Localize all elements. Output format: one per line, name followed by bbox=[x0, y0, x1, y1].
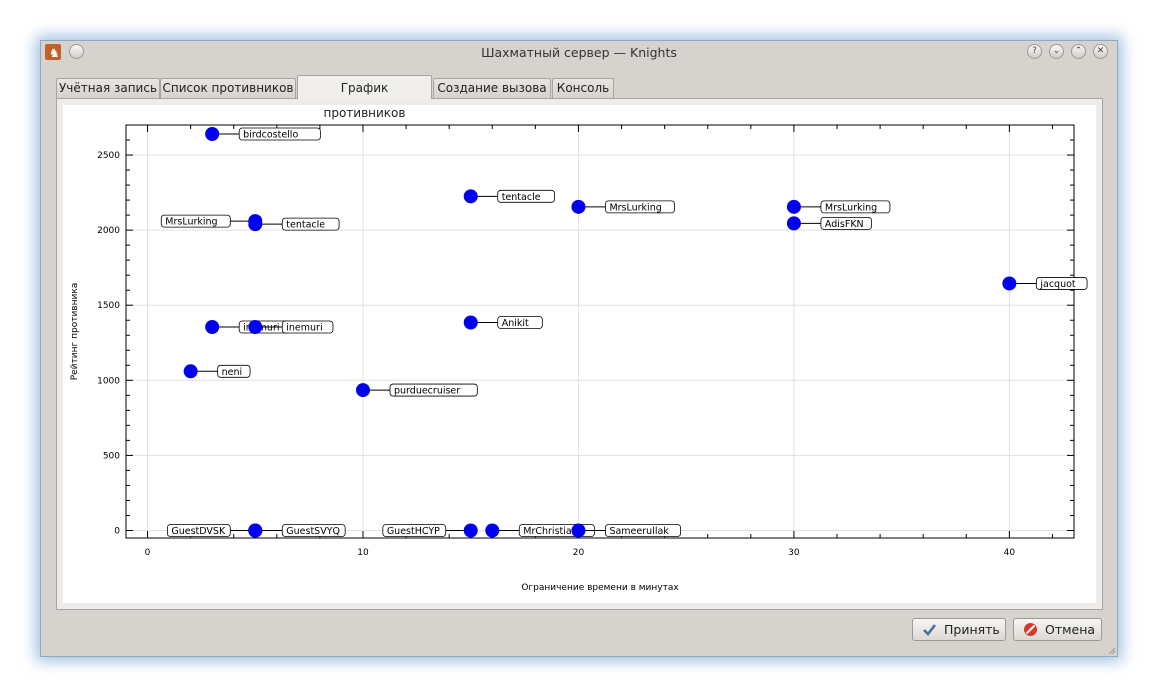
point-label: Sameerullak bbox=[609, 526, 669, 537]
point-label-box bbox=[281, 320, 334, 334]
y-tick-label: 0 bbox=[114, 526, 120, 536]
x-tick-label: 20 bbox=[573, 548, 585, 558]
data-point bbox=[1002, 276, 1017, 291]
data-point bbox=[485, 523, 500, 538]
data-point bbox=[463, 315, 478, 330]
close-icon[interactable]: ✕ bbox=[1093, 44, 1108, 59]
point-label-box bbox=[389, 383, 478, 397]
data-point bbox=[463, 189, 478, 204]
maximize-icon[interactable]: ⌃ bbox=[1071, 44, 1086, 59]
tab-opponent-graph[interactable]: График противников bbox=[297, 75, 432, 120]
data-point bbox=[248, 523, 263, 538]
data-point bbox=[205, 127, 220, 142]
resize-grip-icon[interactable] bbox=[1109, 648, 1115, 654]
data-point bbox=[786, 199, 801, 214]
window-menu-icon[interactable] bbox=[69, 44, 84, 59]
accept-label: Принять bbox=[944, 622, 1000, 637]
point-label: tentacle bbox=[502, 192, 541, 203]
point-label: AdisFKN bbox=[825, 219, 864, 230]
data-point bbox=[248, 217, 263, 232]
chart-svg: 0 10 20 30 40 0 500 1000 1500 2000 2500 Ограничение… bbox=[70, 124, 1088, 593]
point-label: GuestDVSK bbox=[171, 526, 226, 537]
point-label: MrChristian bbox=[523, 526, 577, 537]
point-label-box bbox=[238, 127, 321, 141]
checkmark-icon bbox=[923, 624, 937, 636]
y-tick-label: 1000 bbox=[97, 376, 120, 386]
point-label-box bbox=[1035, 277, 1088, 290]
point-label: MrsLurking bbox=[165, 217, 217, 228]
accept-button[interactable]: Принять bbox=[912, 618, 1006, 641]
point-label-box bbox=[166, 524, 231, 537]
point-label: jacquot bbox=[1039, 279, 1076, 290]
point-label: purduecruiser bbox=[394, 386, 460, 397]
knights-app-icon[interactable]: ♞ bbox=[45, 44, 61, 60]
point-label-box bbox=[497, 189, 555, 203]
data-point bbox=[786, 216, 801, 231]
plot-frame bbox=[125, 124, 1075, 539]
point-label: MrsLurking bbox=[825, 202, 877, 213]
svg-text:♞: ♞ bbox=[49, 46, 60, 60]
point-label: Anikit bbox=[502, 318, 529, 329]
data-point bbox=[571, 199, 586, 214]
tab-account[interactable]: Учётная запись bbox=[56, 78, 160, 98]
x-tick-label: 30 bbox=[788, 548, 800, 558]
y-tick-label: 2000 bbox=[97, 226, 120, 236]
tab-create-challenge[interactable]: Создание вызова bbox=[433, 78, 551, 98]
y-tick-label: 1500 bbox=[97, 301, 120, 311]
cancel-button[interactable]: Отмена bbox=[1013, 618, 1102, 641]
tab-panel: 0 10 20 30 40 0 500 1000 1500 2000 2500 Ограничение… bbox=[56, 98, 1103, 610]
point-label: MrsLurking bbox=[609, 202, 661, 213]
tab-opponent-list[interactable]: Список противников bbox=[160, 78, 296, 98]
x-tick-label: 10 bbox=[357, 548, 369, 558]
x-tick-label: 0 bbox=[145, 548, 151, 558]
data-point bbox=[205, 319, 220, 334]
y-axis-label: Рейтинг противника bbox=[70, 283, 80, 381]
point-label: tentacle bbox=[286, 220, 325, 231]
point-label: birdcostello bbox=[243, 130, 298, 141]
point-label: GuestSVYQ bbox=[286, 526, 340, 537]
tab-console[interactable]: Консоль bbox=[552, 78, 614, 98]
point-label: neni bbox=[222, 367, 243, 378]
data-point bbox=[571, 523, 586, 538]
point-label: GuestHCYP bbox=[387, 526, 440, 537]
y-tick-label: 500 bbox=[103, 451, 120, 461]
data-point bbox=[356, 383, 370, 398]
data-point bbox=[183, 364, 198, 379]
point-label-box bbox=[217, 364, 251, 378]
point-label-box bbox=[605, 524, 681, 537]
opponent-chart: 0 10 20 30 40 0 500 1000 1500 2000 2500 Ограничение… bbox=[63, 105, 1096, 603]
cancel-label: Отмена bbox=[1045, 622, 1096, 637]
help-icon[interactable]: ? bbox=[1027, 44, 1042, 59]
data-point bbox=[248, 319, 263, 334]
window-title: Шахматный сервер — Knights bbox=[481, 45, 677, 60]
minimize-icon[interactable]: ⌄ bbox=[1049, 44, 1064, 59]
x-axis-label: Ограничение времени в минутах bbox=[521, 583, 679, 593]
x-tick-label: 40 bbox=[1004, 548, 1016, 558]
cancel-icon bbox=[1024, 623, 1037, 636]
point-label-box bbox=[605, 200, 675, 214]
title-bar[interactable]: ♞ Шахматный сервер — Knights ? ⌄ ⌃ ✕ bbox=[41, 41, 1117, 65]
point-label-box bbox=[281, 524, 346, 537]
point-label-box bbox=[820, 200, 891, 214]
y-tick-label: 2500 bbox=[97, 151, 120, 161]
point-label-box bbox=[382, 524, 447, 537]
point-label-box bbox=[281, 217, 340, 231]
point-label: inemuri bbox=[286, 322, 322, 333]
point-label-box bbox=[160, 214, 231, 228]
data-point bbox=[463, 523, 478, 538]
app-window: ♞ Шахматный сервер — Knights ? ⌄ ⌃ ✕ Учё… bbox=[40, 40, 1118, 657]
point-label-box bbox=[820, 216, 873, 230]
point-label-box bbox=[497, 316, 543, 329]
